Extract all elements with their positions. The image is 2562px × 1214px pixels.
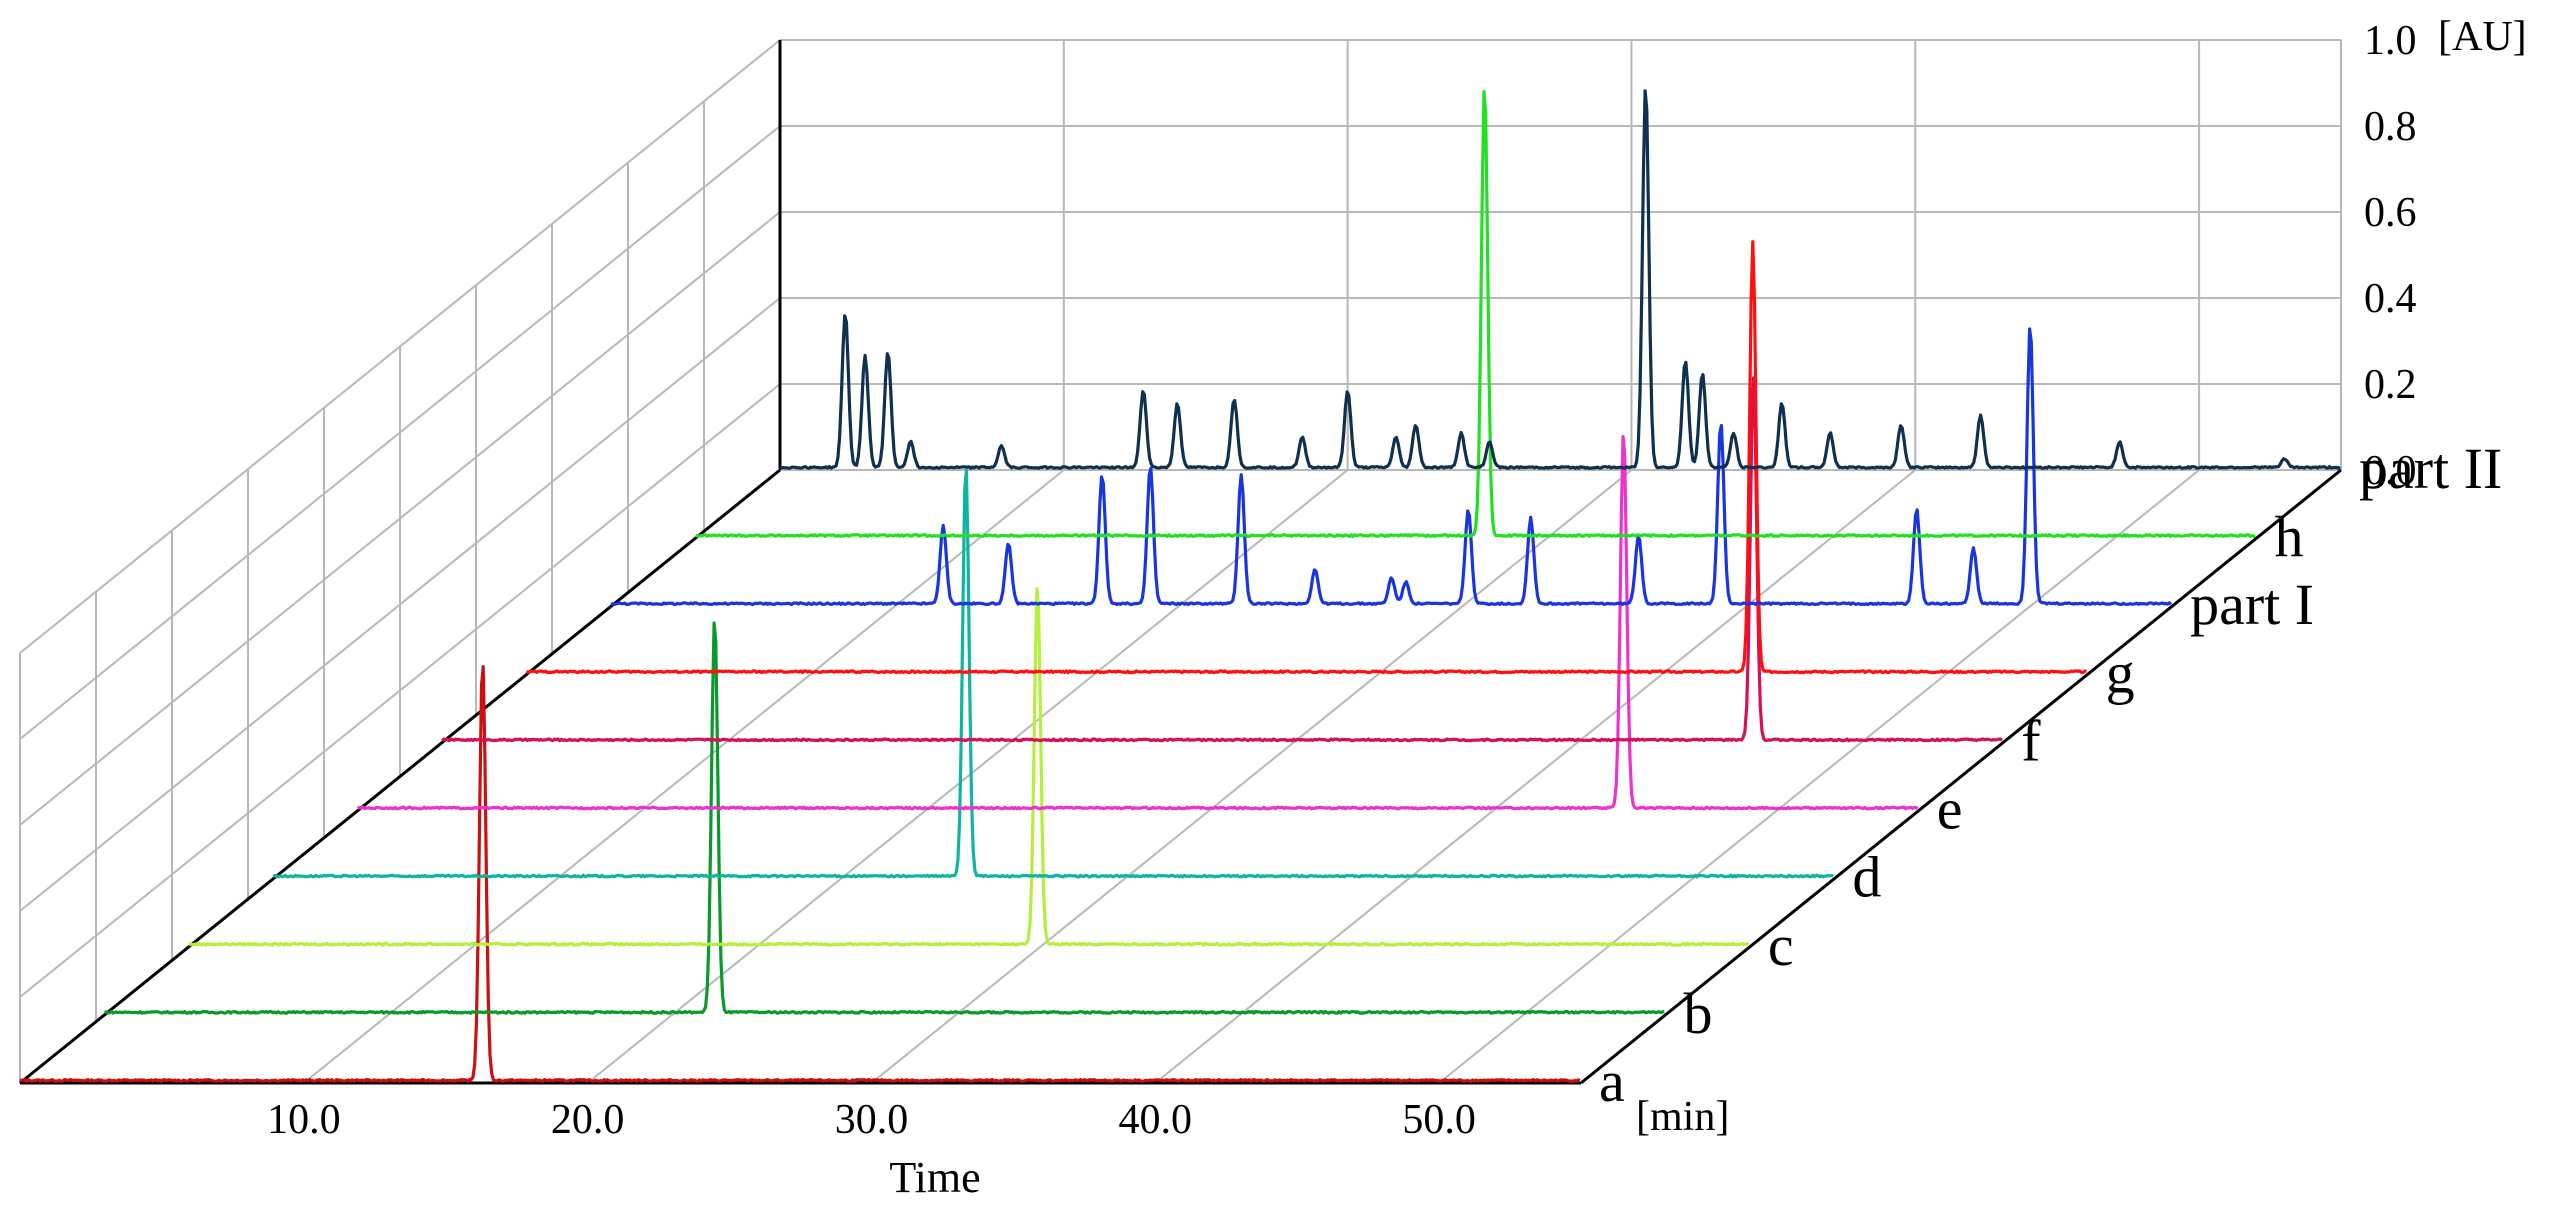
peak-point — [1751, 243, 1754, 246]
series-label-h: h — [2275, 504, 2304, 569]
peak-point — [481, 660, 484, 663]
floor-time-gridline — [587, 469, 1349, 1084]
left-wall-level-gridline — [19, 211, 781, 826]
peak-point — [1915, 510, 1918, 513]
left-wall-level-gridline — [19, 39, 781, 654]
chart-grid — [19, 39, 2342, 1084]
floor-time-gridline — [870, 469, 1633, 1084]
peak-point — [1732, 434, 1735, 437]
y-tick-label: 0.6 — [2364, 190, 2417, 236]
series-label-a: a — [1599, 1049, 1625, 1114]
peak-point — [1390, 579, 1393, 582]
series-trace-f — [441, 376, 2003, 743]
peak-point — [1622, 431, 1625, 434]
peak-point — [2283, 460, 2286, 463]
peak-point — [1488, 443, 1491, 446]
peak-point — [1007, 545, 1010, 548]
peak-point — [1701, 374, 1704, 377]
peak-point — [1644, 86, 1647, 89]
peak-point — [1414, 426, 1417, 429]
peak-point — [1719, 424, 1722, 427]
peak-point — [2210, 562, 2213, 565]
left-wall-level-gridline — [19, 125, 781, 740]
peak-point — [1233, 400, 1236, 403]
peak-point — [1176, 404, 1179, 407]
series-label-d: d — [1852, 845, 1881, 910]
y-tick-label: 0.2 — [2364, 362, 2417, 408]
y-tick-label: 1.0 — [2364, 18, 2417, 64]
right-depth-edge-line — [1580, 468, 2342, 1085]
series-trace-b — [104, 621, 1665, 1015]
left-wall-level-gridline — [19, 383, 781, 998]
series-label-g: g — [2106, 640, 2135, 705]
peak-point — [1142, 391, 1145, 394]
series-label-c: c — [1768, 913, 1794, 978]
y-tick-label: 0.4 — [2364, 276, 2417, 322]
x-tick-label: 30.0 — [835, 1097, 909, 1143]
x-tick-label: 50.0 — [1402, 1097, 1476, 1143]
peak-point — [886, 352, 889, 355]
peak-point — [1404, 583, 1407, 586]
series-label-part-i: part I — [2190, 572, 2314, 637]
peak-point — [1979, 417, 1982, 420]
peak-point — [1829, 434, 1832, 437]
series-trace-part-i — [610, 327, 2173, 607]
chart-axes — [19, 40, 2342, 1085]
series-trace-g — [525, 240, 2087, 675]
series-trace-part-ii — [779, 89, 2341, 470]
peak-point — [1000, 447, 1003, 450]
peak-point — [1101, 476, 1104, 479]
peak-point — [2118, 443, 2121, 446]
peak-point — [713, 618, 716, 621]
floor-time-gridline — [1154, 469, 1916, 1084]
peak-point — [1684, 361, 1687, 364]
peak-point — [1036, 584, 1039, 587]
peak-point — [1313, 570, 1316, 573]
series-trace-a — [19, 664, 1581, 1083]
x-tick-label: 40.0 — [1119, 1097, 1193, 1143]
y-tick-label: 0.0 — [2364, 448, 2417, 494]
floor-time-gridline — [1438, 469, 2200, 1084]
peak-point — [864, 357, 867, 360]
depth-axis-line — [19, 468, 781, 1085]
series-trace-c — [188, 587, 1750, 947]
peak-point — [1972, 549, 1975, 552]
series-label-part-ii: part II — [2359, 436, 2502, 501]
series-label-f: f — [2021, 708, 2041, 773]
peak-point — [844, 314, 847, 317]
series-trace-d — [272, 468, 1834, 879]
peak-point — [909, 443, 912, 446]
series-label-e: e — [1937, 777, 1963, 842]
peak-point — [1346, 391, 1349, 394]
x-tick-label: 10.0 — [267, 1097, 341, 1143]
peak-point — [1467, 510, 1470, 513]
series-trace-h — [694, 90, 2257, 539]
x-tick-label: 20.0 — [551, 1097, 625, 1143]
peak-point — [1301, 438, 1304, 441]
peak-point — [1394, 438, 1397, 441]
peak-point — [1149, 467, 1152, 470]
series-trace-e — [356, 435, 1919, 811]
peak-point — [1529, 519, 1532, 522]
series-label-b: b — [1683, 981, 1712, 1046]
y-tick-label: 0.8 — [2364, 104, 2417, 150]
x-axis-unit: [min] — [1636, 1094, 1729, 1140]
chart-labels: Time [min] [AU] 10.0 20.0 30.0 40.0 50.0 0.0 0… — [267, 14, 2527, 1202]
peak-point — [942, 527, 945, 530]
peak-point — [1900, 426, 1903, 429]
peak-point — [1780, 404, 1783, 407]
peak-point — [2029, 325, 2032, 328]
peak-point — [1460, 434, 1463, 437]
peak-point — [1483, 85, 1486, 88]
peak-point — [1240, 476, 1243, 479]
y-axis-unit: [AU] — [2438, 14, 2527, 60]
left-wall-level-gridline — [19, 297, 781, 912]
chart-series — [19, 85, 2341, 1083]
x-axis-title: Time — [889, 1153, 980, 1202]
floor-time-gridline — [303, 469, 1065, 1084]
